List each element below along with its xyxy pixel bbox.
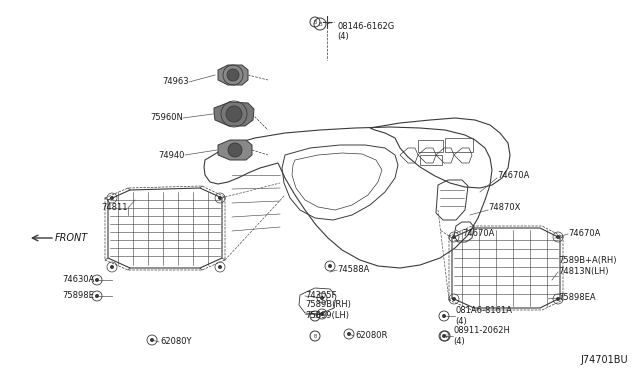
Text: 7589B+A(RH)
74813N(LH): 7589B+A(RH) 74813N(LH): [558, 256, 616, 276]
Circle shape: [95, 294, 99, 298]
Text: 08146-6162G
(4): 08146-6162G (4): [337, 22, 394, 41]
Text: 62080R: 62080R: [355, 331, 387, 340]
Text: 75898EA: 75898EA: [558, 294, 596, 302]
Text: 74630A: 74630A: [62, 276, 94, 285]
Bar: [445, 138, 473, 152]
Text: 75898E: 75898E: [62, 292, 94, 301]
Text: 74963: 74963: [163, 77, 189, 87]
Circle shape: [442, 334, 446, 338]
Circle shape: [556, 297, 560, 301]
Text: B: B: [314, 334, 317, 339]
Circle shape: [452, 297, 456, 301]
Text: 74670A: 74670A: [497, 170, 529, 180]
Text: 74588A: 74588A: [337, 266, 369, 275]
Circle shape: [110, 196, 114, 200]
Text: B: B: [314, 19, 317, 25]
Text: 081A6-8161A
(4): 081A6-8161A (4): [455, 306, 512, 326]
Circle shape: [556, 235, 560, 239]
Polygon shape: [218, 65, 248, 85]
Polygon shape: [214, 102, 254, 126]
Text: 75960N: 75960N: [150, 113, 183, 122]
Text: 62080Y: 62080Y: [160, 337, 191, 346]
Text: J74701BU: J74701BU: [580, 355, 628, 365]
Circle shape: [226, 106, 242, 122]
Circle shape: [320, 312, 324, 316]
Text: 74940: 74940: [159, 151, 185, 160]
Circle shape: [227, 69, 239, 81]
Circle shape: [320, 296, 324, 300]
Bar: [418, 140, 443, 152]
Text: 74811: 74811: [102, 203, 128, 212]
Text: 74670A: 74670A: [462, 230, 494, 238]
Text: B: B: [314, 314, 317, 318]
Text: N: N: [443, 334, 447, 339]
Text: 08911-2062H
(4): 08911-2062H (4): [453, 326, 510, 346]
Circle shape: [218, 265, 222, 269]
Bar: [420, 155, 442, 165]
Circle shape: [95, 278, 99, 282]
Text: B: B: [318, 22, 322, 26]
Text: 7589B(RH)
75899(LH): 7589B(RH) 75899(LH): [305, 300, 351, 320]
Circle shape: [110, 265, 114, 269]
Circle shape: [328, 264, 332, 268]
Text: 74870X: 74870X: [488, 203, 520, 212]
Text: FRONT: FRONT: [55, 233, 88, 243]
Circle shape: [150, 338, 154, 342]
Text: 74670A: 74670A: [568, 230, 600, 238]
Circle shape: [228, 143, 242, 157]
Circle shape: [442, 314, 446, 318]
Text: 74305F: 74305F: [305, 292, 337, 301]
Circle shape: [347, 332, 351, 336]
Polygon shape: [218, 140, 252, 160]
Circle shape: [452, 235, 456, 239]
Circle shape: [218, 196, 222, 200]
